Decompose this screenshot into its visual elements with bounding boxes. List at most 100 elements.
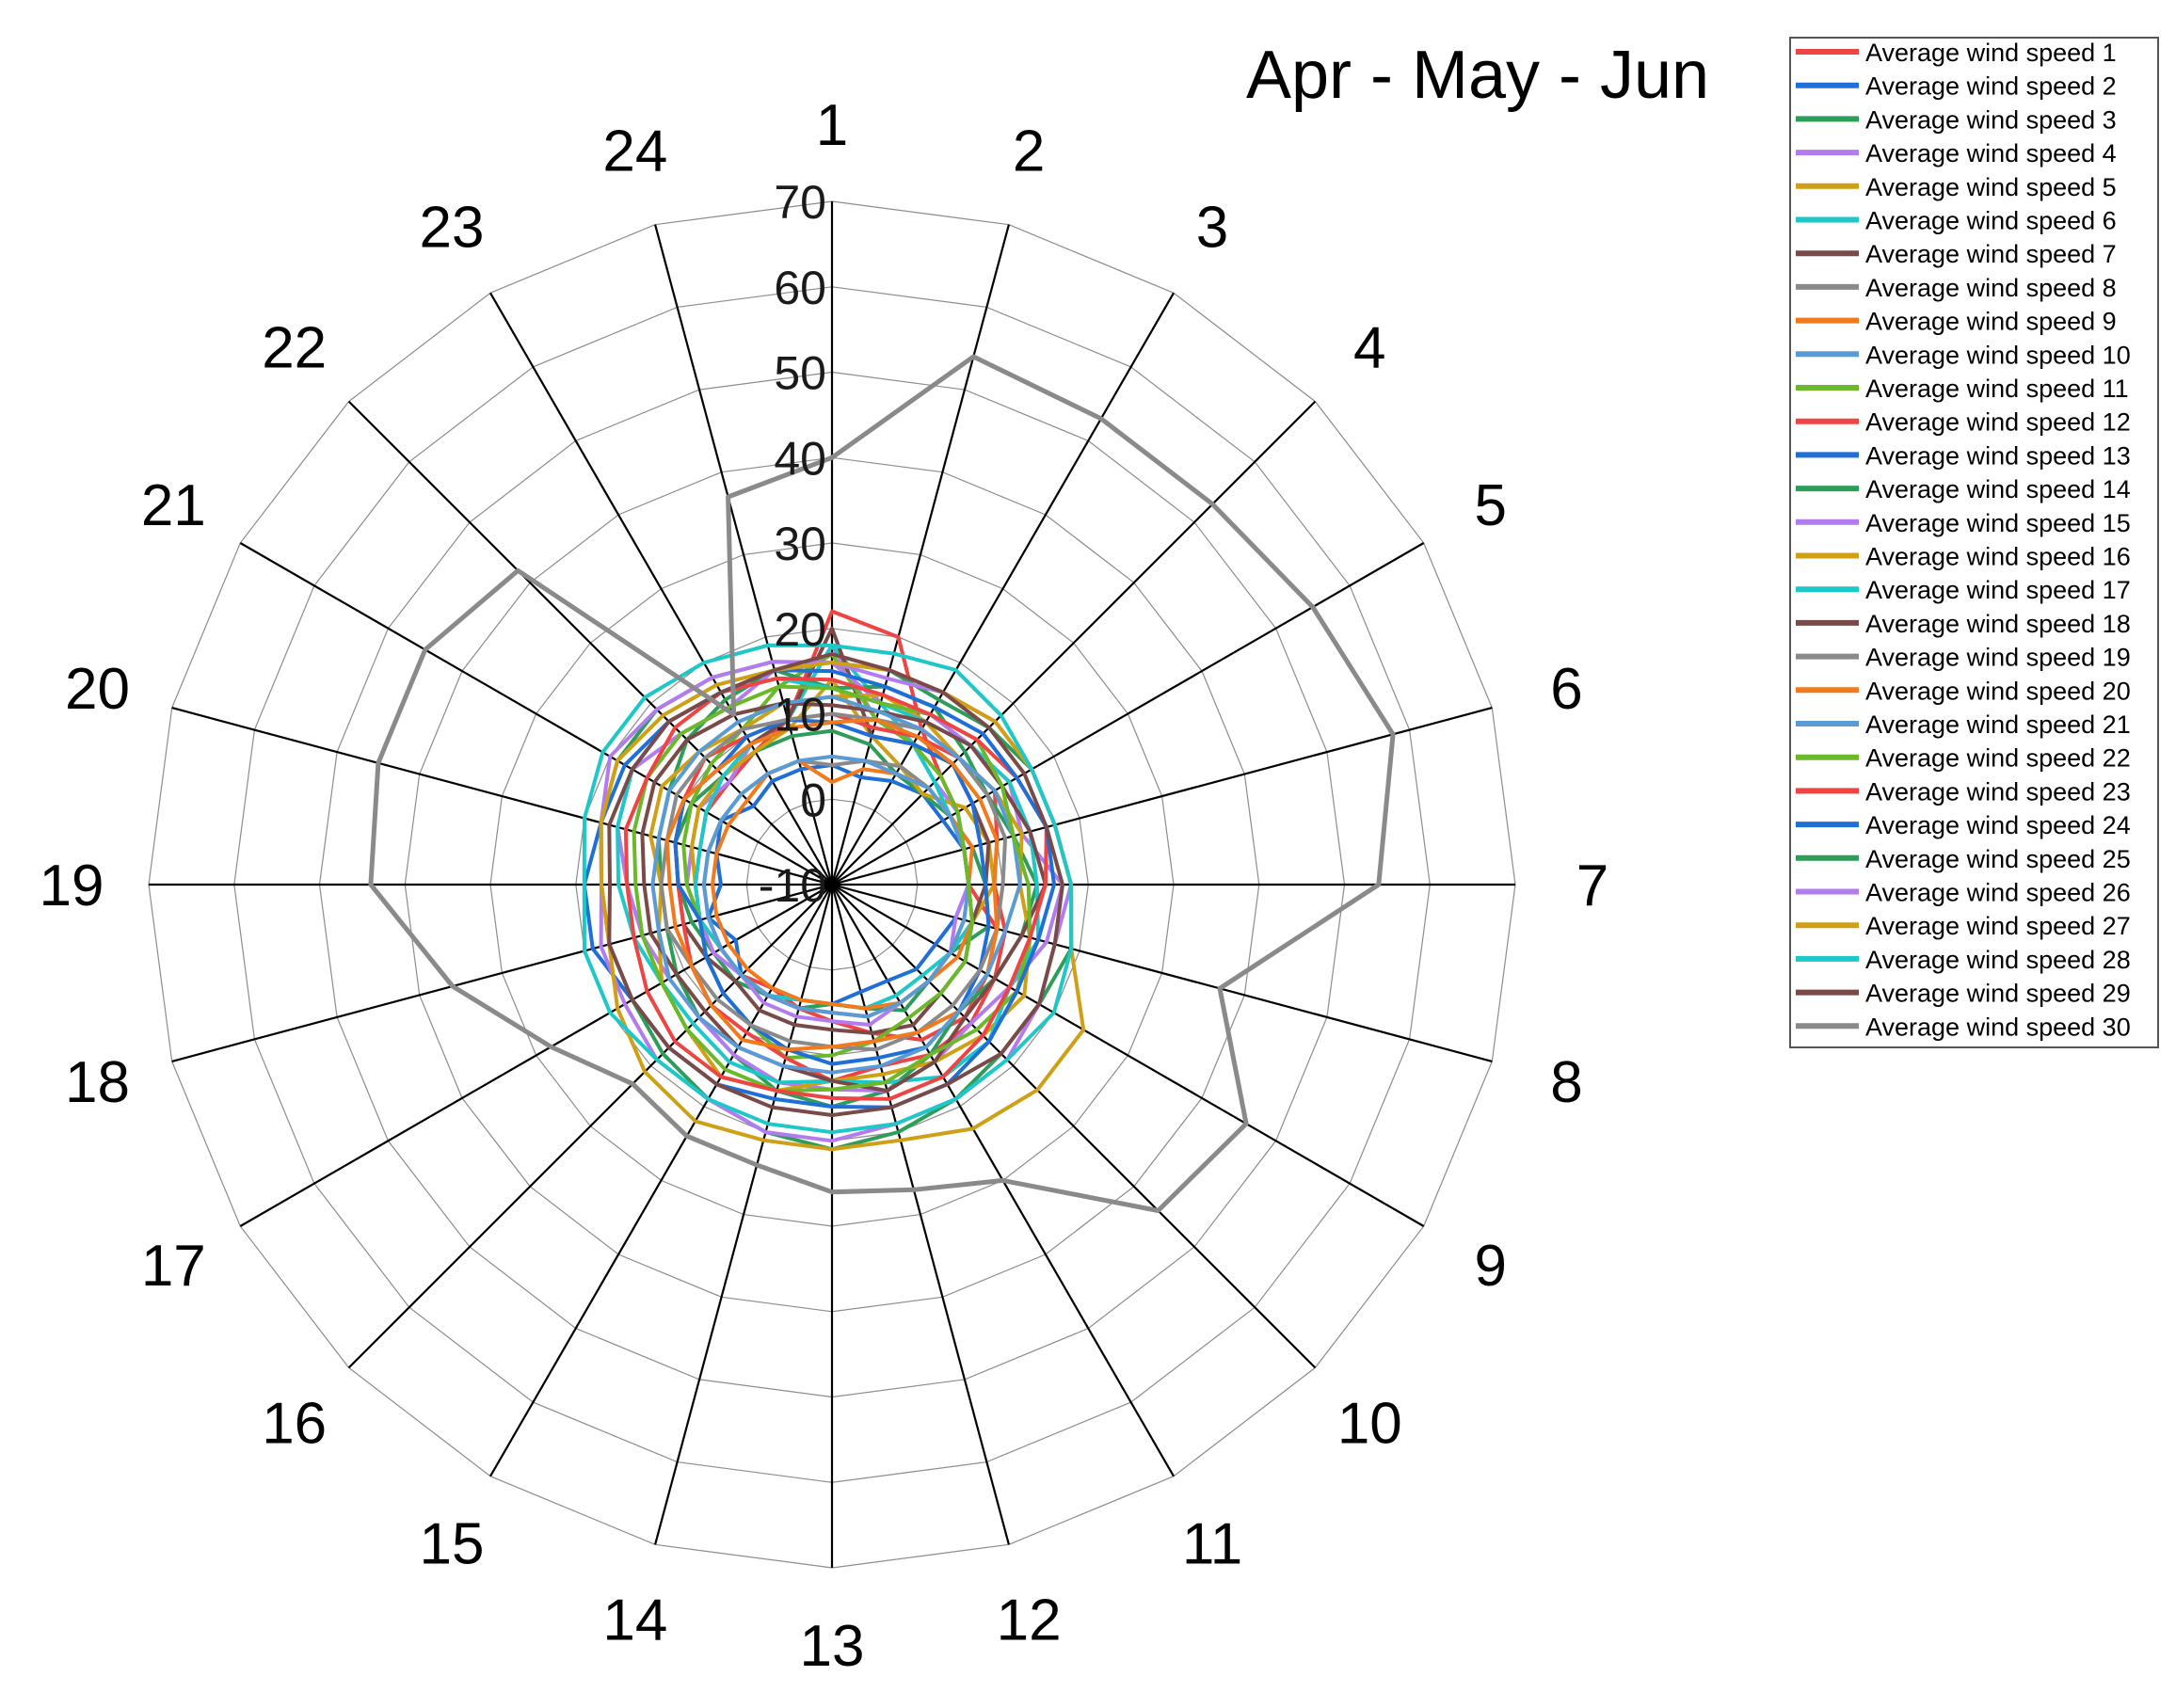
legend-item: Average wind speed 1 <box>1796 39 2117 67</box>
r-tick-label: 60 <box>774 262 826 314</box>
series-line-20 <box>664 717 1000 1052</box>
category-label: 13 <box>800 1614 865 1679</box>
legend-label: Average wind speed 13 <box>1865 441 2131 470</box>
category-label: 9 <box>1474 1234 1506 1299</box>
legend-label: Average wind speed 21 <box>1865 710 2131 739</box>
category-label: 14 <box>602 1588 667 1653</box>
r-tick-label: 70 <box>774 176 826 229</box>
spoke-line <box>831 883 1493 1062</box>
legend-label: Average wind speed 26 <box>1865 879 2131 907</box>
r-tick-label: 40 <box>774 432 826 485</box>
category-label: 20 <box>65 657 130 722</box>
category-label: 1 <box>816 93 848 158</box>
category-label: 19 <box>40 854 104 918</box>
legend-label: Average wind speed 23 <box>1865 777 2131 806</box>
spoke-line <box>239 884 833 1227</box>
legend-label: Average wind speed 14 <box>1865 475 2131 503</box>
category-label: 2 <box>1013 120 1045 184</box>
legend-label: Average wind speed 20 <box>1865 677 2131 705</box>
category-label: 21 <box>141 473 206 538</box>
spoke-line <box>831 707 1493 886</box>
legend-label: Average wind speed 17 <box>1865 576 2131 604</box>
spoke-line <box>171 883 833 1062</box>
legend-item: Average wind speed 21 <box>1796 710 2131 739</box>
legend-item: Average wind speed 29 <box>1796 980 2131 1008</box>
legend-item: Average wind speed 23 <box>1796 777 2131 806</box>
legend-item: Average wind speed 17 <box>1796 576 2131 604</box>
r-tick-label: 20 <box>774 603 826 656</box>
legend-label: Average wind speed 30 <box>1865 1013 2131 1041</box>
spoke-line <box>831 884 1317 1369</box>
legend-item: Average wind speed 18 <box>1796 610 2131 638</box>
category-label: 5 <box>1474 473 1506 538</box>
legend-label: Average wind speed 18 <box>1865 610 2131 638</box>
category-label: 4 <box>1353 316 1385 381</box>
category-label: 18 <box>65 1050 130 1115</box>
radial-tick-labels: -10 0 10 20 30 40 50 60 70 <box>759 176 826 912</box>
legend-item: Average wind speed 11 <box>1796 375 2129 403</box>
legend-items: Average wind speed 1 Average wind speed 2… <box>1796 39 2131 1041</box>
spoke-line <box>831 884 1425 1227</box>
legend-label: Average wind speed 1 <box>1865 39 2117 67</box>
legend-label: Average wind speed 10 <box>1865 341 2131 369</box>
category-label: 12 <box>997 1588 1062 1653</box>
legend-label: Average wind speed 16 <box>1865 543 2131 571</box>
legend-item: Average wind speed 28 <box>1796 946 2131 974</box>
r-tick-label: 10 <box>774 689 826 742</box>
legend-item: Average wind speed 20 <box>1796 677 2131 705</box>
legend-item: Average wind speed 5 <box>1796 173 2117 201</box>
legend-item: Average wind speed 2 <box>1796 72 2117 101</box>
category-label: 10 <box>1337 1391 1402 1456</box>
legend-label: Average wind speed 28 <box>1865 946 2131 974</box>
category-label: 22 <box>262 316 327 381</box>
legend-item: Average wind speed 3 <box>1796 105 2117 134</box>
series-line-24 <box>582 668 1056 1109</box>
legend-item: Average wind speed 15 <box>1796 509 2131 537</box>
spoke-line <box>831 292 1175 886</box>
spoke-line <box>830 224 1010 886</box>
legend-label: Average wind speed 3 <box>1865 105 2117 134</box>
category-label: 6 <box>1550 657 1582 722</box>
legend-item: Average wind speed 22 <box>1796 744 2131 773</box>
legend-item: Average wind speed 27 <box>1796 912 2131 940</box>
spoke-line <box>654 224 834 886</box>
legend-item: Average wind speed 14 <box>1796 475 2131 503</box>
spoke-line <box>171 707 833 886</box>
spoke-line <box>830 884 1010 1545</box>
legend-item: Average wind speed 13 <box>1796 441 2131 470</box>
category-label: 3 <box>1196 195 1228 260</box>
legend-label: Average wind speed 11 <box>1865 375 2129 403</box>
category-label: 15 <box>420 1512 485 1577</box>
legend-label: Average wind speed 22 <box>1865 744 2131 773</box>
r-tick-label: 50 <box>774 347 826 400</box>
category-label: 17 <box>141 1234 206 1299</box>
legend-item: Average wind speed 9 <box>1796 308 2117 336</box>
legend-item: Average wind speed 16 <box>1796 543 2131 571</box>
legend-label: Average wind speed 5 <box>1865 173 2117 201</box>
legend-label: Average wind speed 2 <box>1865 72 2117 101</box>
legend-label: Average wind speed 7 <box>1865 240 2117 268</box>
spoke-line <box>489 884 833 1477</box>
legend-label: Average wind speed 19 <box>1865 644 2131 672</box>
legend-item: Average wind speed 26 <box>1796 879 2131 907</box>
legend-label: Average wind speed 29 <box>1865 980 2131 1008</box>
spoke-line <box>239 542 833 886</box>
chart-title: Apr - May - Jun <box>1246 38 1709 113</box>
series-line-11 <box>681 652 974 1061</box>
legend-label: Average wind speed 8 <box>1865 274 2117 302</box>
legend: Average wind speed 1 Average wind speed 2… <box>1789 37 2159 1048</box>
legend-label: Average wind speed 9 <box>1865 308 2117 336</box>
category-label: 7 <box>1576 854 1608 918</box>
r-tick-label: 30 <box>774 518 826 570</box>
legend-item: Average wind speed 4 <box>1796 139 2117 168</box>
category-label: 11 <box>1182 1512 1242 1577</box>
spoke-line <box>654 884 834 1545</box>
legend-item: Average wind speed 6 <box>1796 207 2117 235</box>
category-label: 16 <box>262 1391 327 1456</box>
legend-item: Average wind speed 19 <box>1796 644 2131 672</box>
legend-item: Average wind speed 25 <box>1796 845 2131 873</box>
category-label: 23 <box>420 195 485 260</box>
series-line-30 <box>368 354 1396 1213</box>
